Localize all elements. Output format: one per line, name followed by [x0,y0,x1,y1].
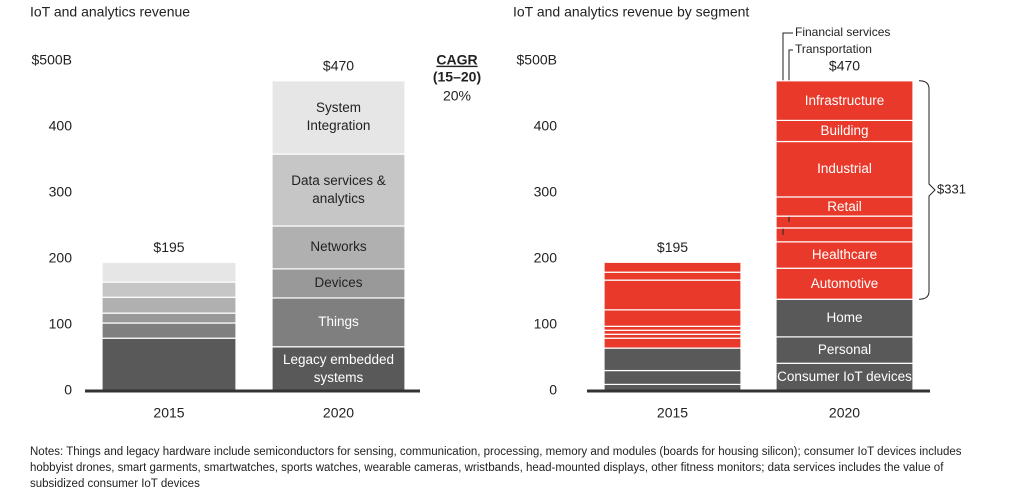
total-label: $195 [657,239,688,255]
segment-label-box: Networks [310,239,367,255]
segment-label: Healthcare [811,247,878,263]
bar-segment [603,309,742,327]
y-tick-label: 200 [49,250,73,266]
bar-segment [271,346,406,392]
x-tick-label: 2020 [323,405,354,421]
segment-label-box: Consumer IoT devices [777,369,912,385]
bar-segment [603,369,742,386]
segment-label-box: Building [820,122,869,138]
segment-label: Legacy embedded systems [282,351,395,385]
cagr-period: (15–20) [433,69,481,85]
y-tick-label: 400 [534,118,558,134]
bracket [918,80,936,300]
segment-label-box: Things [318,314,359,330]
x-tick-label: 2020 [829,405,860,421]
y-tick-label: 400 [49,118,73,134]
bar-segment [775,336,914,364]
notes: Notes: Things and legacy hardware includ… [30,446,962,490]
bar-segment [775,215,914,229]
bar-segment [101,337,237,392]
y-tick-label: 0 [64,382,72,398]
bar-segment [775,241,914,269]
bar-segment [603,337,742,349]
y-tick-label: 0 [549,382,557,398]
segment-label-box: Automotive [810,275,879,291]
bar-segment [271,225,406,270]
bar-segment [101,312,237,324]
segment-label-box: Devices [314,275,363,291]
bar-segment [603,279,742,311]
bar-segment [603,261,742,273]
segment-label: Home [826,310,863,326]
y-tick-label: $500B [517,52,557,68]
callout-label: Transportation [795,42,872,56]
bar-segment [271,297,406,348]
y-tick-label: 300 [534,184,558,200]
segment-label: Retail [827,198,862,214]
segment-label: Building [820,122,869,138]
bar-segment [775,298,914,338]
bracket-label: $331 [937,181,966,196]
y-tick-label: $500B [32,52,72,68]
segment-label-box: Infrastructure [804,92,885,108]
chart-title: IoT and analytics revenue [30,4,190,20]
segment-label-box: Home [826,310,863,326]
total-label: $195 [153,239,184,255]
bar-segment [101,261,237,283]
charts: IoT and analytics revenue 0 100 200 300 400 $5… [30,4,966,421]
y-tick-label: 300 [49,184,73,200]
y-tick-label: 200 [534,250,558,266]
y-tick-label: 100 [534,316,558,332]
segment-label: Automotive [810,275,879,291]
segment-label: Personal [817,342,872,358]
segment-label: Data services & analytics [291,173,386,207]
bar-segment [603,347,742,372]
chart-title: IoT and analytics revenue by segment [513,4,749,20]
segment-label: Industrial [817,161,872,177]
total-label: $470 [323,58,354,74]
bar-segment [271,80,406,155]
bar-segment [271,153,406,227]
segment-label-box: Data services & analytics [291,173,386,207]
bar-segment [775,227,914,243]
y-tick-label: 100 [49,316,73,332]
segment-label: Things [318,314,359,330]
x-tick-label: 2015 [657,405,688,421]
segment-label-box: Legacy embedded systems [282,351,395,385]
segment-label-box: System Integration [306,100,371,134]
segment-label: Consumer IoT devices [777,369,912,385]
cagr-title: CAGR [436,52,477,68]
segment-label-box: Personal [817,342,872,358]
bar-segment [101,322,237,339]
segment-label-box: Healthcare [811,247,878,263]
bar-segment [101,296,237,314]
segment-label: Infrastructure [804,92,885,108]
x-tick-label: 2015 [153,405,184,421]
bar-segment [775,80,914,122]
segment-label-box: Industrial [817,161,872,177]
segment-label: Devices [314,275,363,291]
segment-label: Networks [310,239,367,255]
segment-label-box: Retail [827,198,862,214]
callout-label: Financial services [795,25,890,39]
bar-segment [101,281,237,298]
bar-segment [603,271,742,281]
cagr-value: 20% [443,88,471,104]
total-label: $470 [829,58,860,74]
segment-label: System Integration [306,100,371,134]
